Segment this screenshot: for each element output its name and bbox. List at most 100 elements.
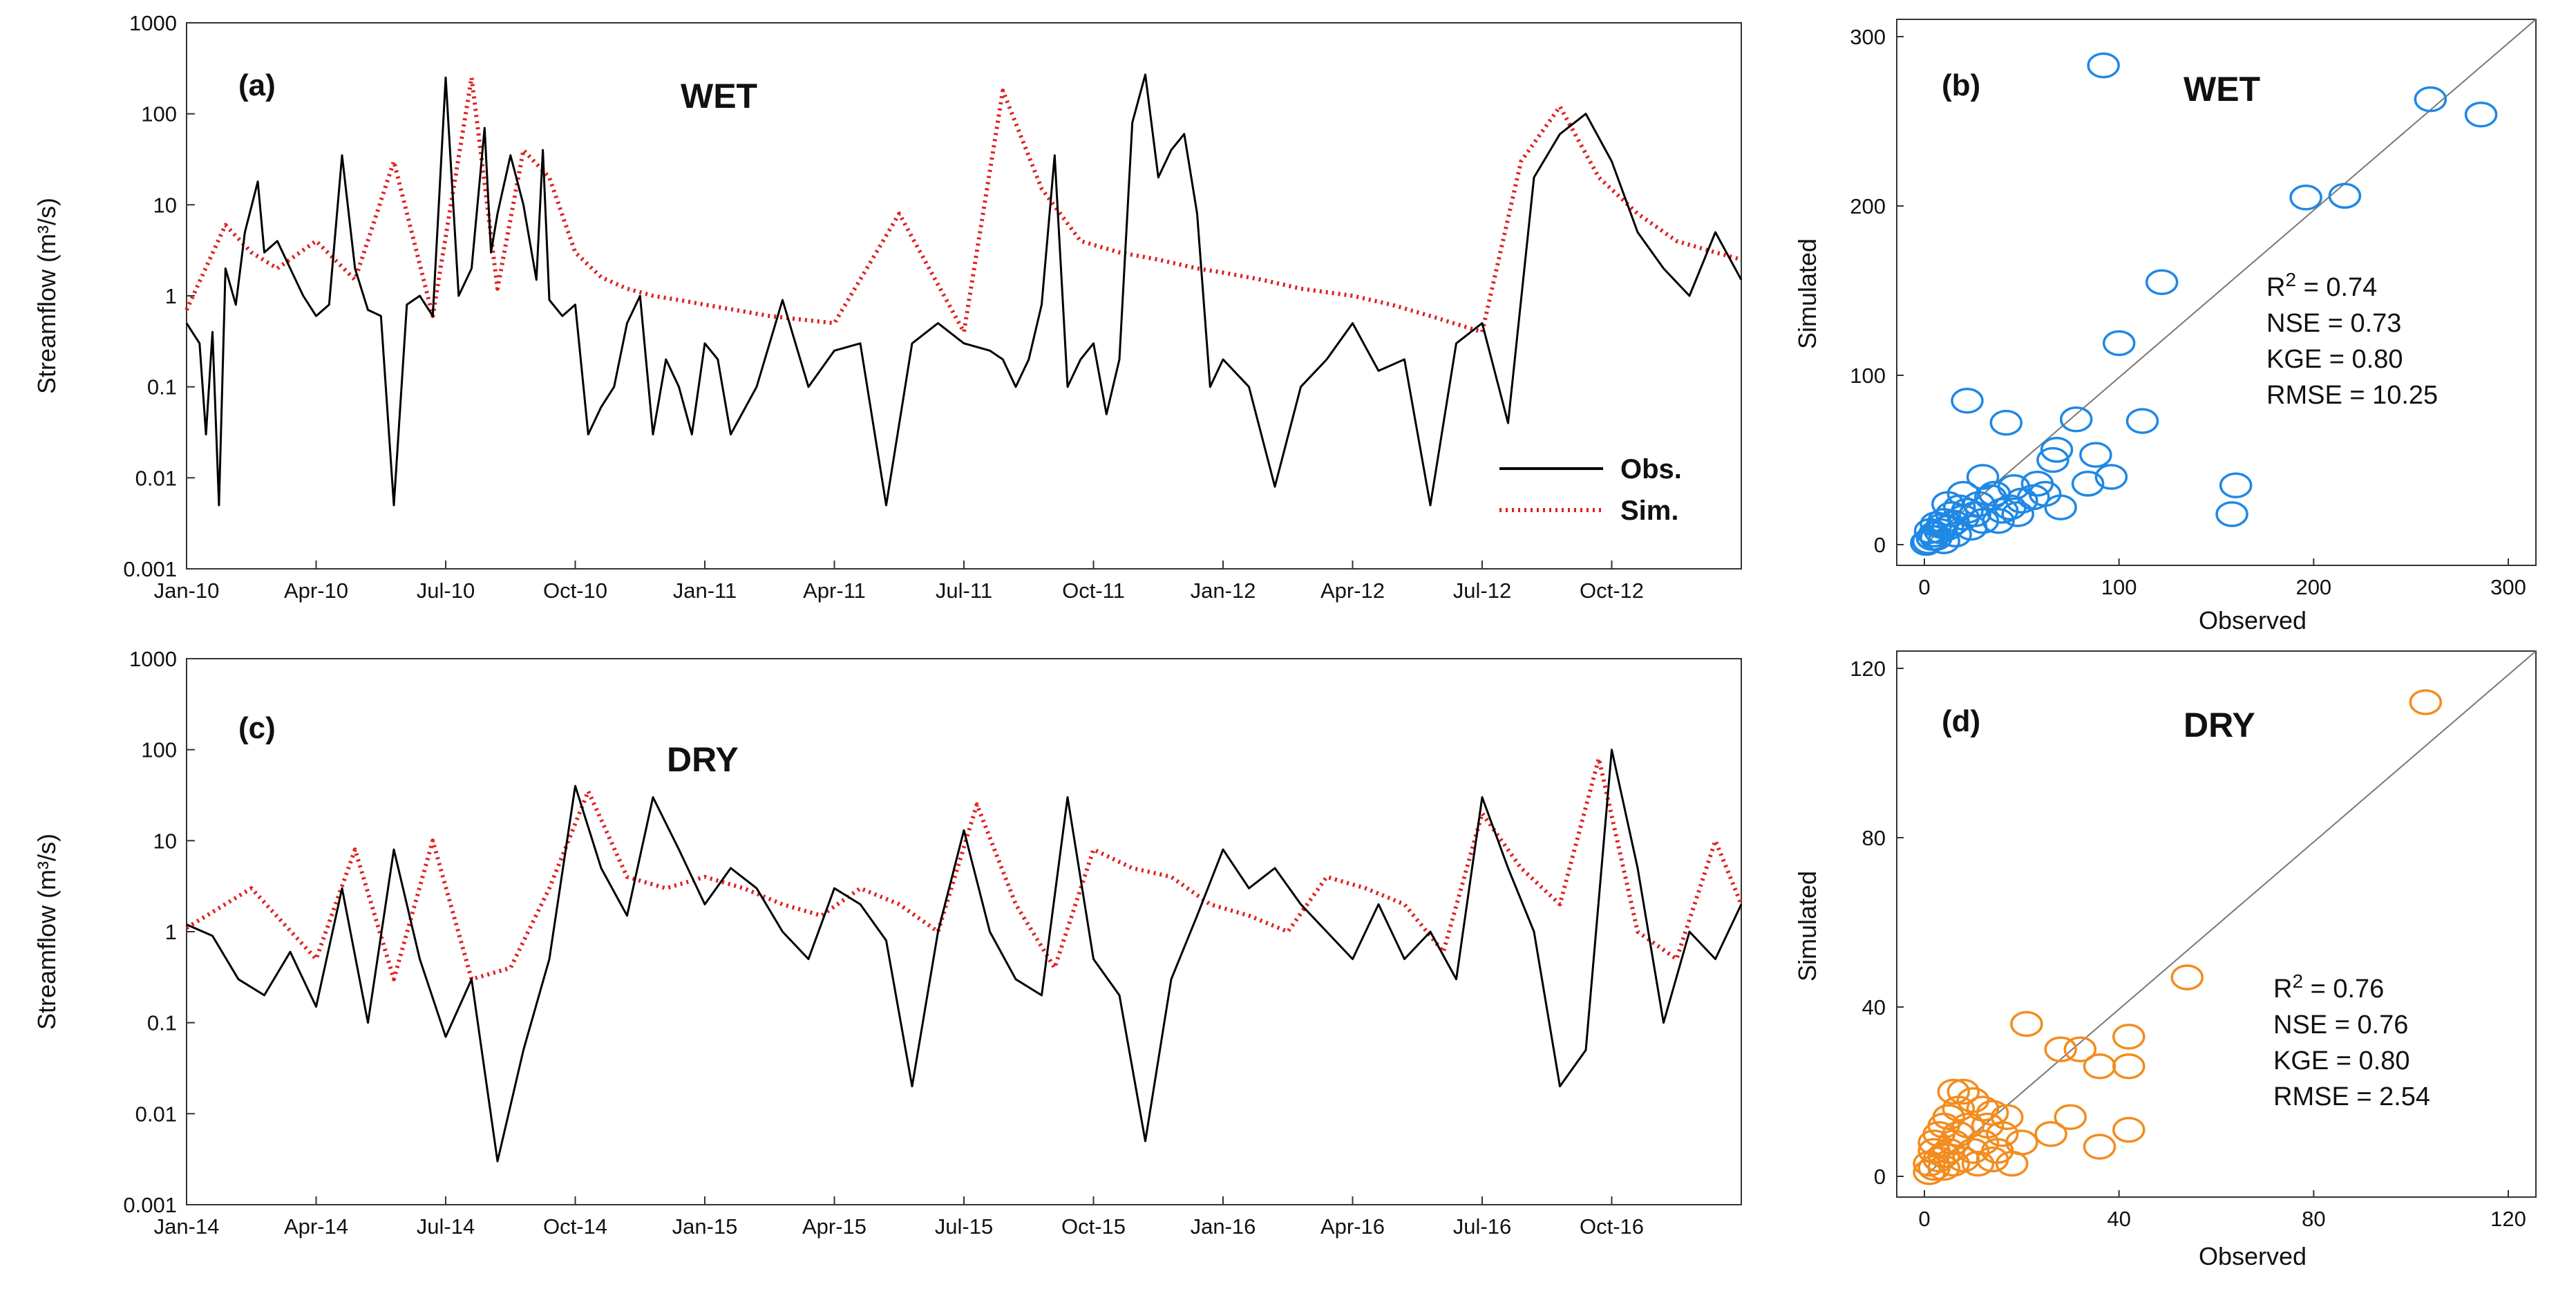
panel-a-obs-series-line — [185, 73, 1743, 507]
panel-d-point — [1927, 1142, 1960, 1169]
panel-b-point — [1927, 528, 1960, 554]
panel-b-x-tick-label: 0 — [1918, 575, 1930, 599]
panel-d-y-label: Simulated — [1793, 871, 1821, 981]
panel-b-point — [2001, 501, 2034, 527]
panel-c-x-ticks: Jan-14 Apr-14 Jul-14 Oct-14 Jan-15 Apr-15 Jul-… — [154, 1196, 1644, 1239]
panel-d-point — [1942, 1095, 1976, 1122]
panel-b-point — [2036, 446, 2070, 473]
panel-a-x-ticks: Jan-10 Apr-10 Jul-10 Oct-10 Jan-11 Apr-11 Jul-… — [154, 561, 1644, 603]
panel-d-y-tick-label: 80 — [1862, 826, 1886, 850]
panel-c-x-tick-label: Jul-15 — [935, 1214, 993, 1239]
panel-c-y-tick-label: 0.01 — [135, 1102, 177, 1126]
panel-c-y-tick-label: 1 — [165, 920, 177, 944]
panel-d-point — [2112, 1116, 2146, 1143]
panel-d-point — [2034, 1121, 2067, 1147]
panel-b-point — [2016, 484, 2050, 511]
panel-c-condition: DRY — [667, 740, 739, 779]
panel-d-x-label: Observed — [2199, 1242, 2307, 1270]
panel-c-y-tick-label: 100 — [141, 738, 177, 762]
panel-c-x-tick-label: Jul-16 — [1453, 1214, 1511, 1239]
panel-b-x-tick-label: 200 — [2295, 575, 2331, 599]
panel-b-ticks: 0 100 200 300 0 100 200 300 — [1850, 25, 2526, 599]
panel-b-x-label: Observed — [2199, 606, 2307, 634]
panel-b-rmse: RMSE = 10.25 — [2266, 381, 2438, 410]
panel-c: 0.001 0.01 0.1 1 10 100 1000 Jan-14 Apr-14 Jul-1… — [32, 647, 1743, 1239]
panel-d-x-tick-label: 40 — [2107, 1207, 2130, 1231]
panel-b-condition: WET — [2184, 70, 2260, 109]
panel-d-point — [1971, 1112, 2005, 1139]
panel-b-one-to-one-line — [1924, 19, 2537, 545]
panel-c-y-tick-label: 10 — [153, 829, 177, 853]
panel-b-point — [1951, 498, 1984, 524]
panel-b-label: (b) — [1942, 68, 1980, 102]
panel-c-x-tick-label: Apr-15 — [802, 1214, 866, 1239]
panel-a-x-tick-label: Jul-10 — [417, 579, 475, 603]
panel-c-frame — [186, 658, 1742, 1205]
panel-d-y-tick-label: 40 — [1862, 995, 1886, 1019]
panel-b-frame — [1896, 19, 2537, 566]
panel-d-x-tick-label: 120 — [2490, 1207, 2526, 1231]
panel-d-point — [2083, 1134, 2116, 1160]
panel-d-y-tick-label: 0 — [1874, 1165, 1886, 1189]
panel-a-x-tick-label: Apr-11 — [803, 579, 866, 603]
panel-a-x-tick-label: Jul-11 — [936, 579, 992, 603]
panel-d-point — [2112, 1053, 2146, 1080]
panel-b-point — [1920, 525, 1953, 551]
panel-d-rmse: RMSE = 2.54 — [2273, 1082, 2430, 1111]
panel-b-y-tick-label: 300 — [1850, 25, 1886, 49]
panel-d-point — [2054, 1104, 2087, 1130]
panel-d-ticks: 0 40 80 120 0 40 80 120 — [1850, 657, 2526, 1231]
panel-c-obs-series-line — [186, 749, 1743, 1163]
panel-a-condition: WET — [681, 77, 757, 115]
panel-a-x-tick-label: Oct-12 — [1580, 579, 1644, 603]
panel-b-y-label: Simulated — [1793, 238, 1821, 349]
panel-c-x-tick-label: Oct-14 — [543, 1214, 607, 1239]
panel-b-point — [1966, 464, 2000, 490]
panel-d-point — [1990, 1104, 2024, 1130]
panel-c-y-tick-label: 0.001 — [123, 1193, 177, 1217]
panel-b-point — [2125, 408, 2159, 434]
panel-c-x-tick-label: Oct-15 — [1061, 1214, 1126, 1239]
panel-b-point — [2289, 185, 2322, 211]
panel-c-label: (c) — [238, 711, 276, 745]
panel-d-point — [1937, 1150, 1970, 1177]
panel-b-point — [2040, 437, 2074, 463]
panel-d-point — [2063, 1036, 2097, 1062]
panel-d-point — [1961, 1150, 1995, 1177]
panel-d-nse: NSE = 0.76 — [2273, 1010, 2408, 1040]
panel-a-y-tick-label: 1 — [165, 284, 177, 308]
panel-d-r2: R2 = 0.76 — [2273, 970, 2384, 1004]
panel-a-series — [184, 73, 1743, 507]
panel-d-x-tick-label: 0 — [1918, 1207, 1930, 1231]
panel-d-point — [1917, 1129, 1951, 1156]
panel-a-x-tick-label: Apr-10 — [284, 579, 348, 603]
panel-c-x-tick-label: Jul-14 — [417, 1214, 475, 1239]
panel-a: 0.001 0.01 0.1 1 10 100 1000 Jan-10 Apr-10 Jul-1… — [32, 11, 1743, 603]
panel-b-point — [1951, 388, 1984, 414]
panel-a-sim-series-line — [184, 75, 1742, 335]
panel-b-y-tick-label: 0 — [1874, 533, 1886, 557]
panel-d-point — [2170, 964, 2204, 990]
panel-d-y-tick-label: 120 — [1850, 657, 1886, 681]
panel-d-one-to-one-line — [1924, 650, 2537, 1177]
panel-b-point — [2328, 182, 2362, 209]
panel-b-points — [1910, 19, 2537, 556]
panel-d-point — [1937, 1078, 1970, 1105]
panel-d-point — [1947, 1078, 1980, 1105]
panel-c-x-tick-label: Jan-16 — [1191, 1214, 1256, 1239]
panel-a-y-tick-label: 0.1 — [147, 375, 177, 399]
panel-c-x-tick-label: Apr-16 — [1320, 1214, 1385, 1239]
panel-a-label: (a) — [238, 68, 276, 102]
panel-c-x-tick-label: Apr-14 — [284, 1214, 348, 1239]
panel-a-y-tick-label: 1000 — [129, 11, 177, 35]
panel-c-x-tick-label: Jan-14 — [154, 1214, 220, 1239]
panel-a-x-tick-label: Jan-10 — [154, 579, 220, 603]
panel-c-y-tick-label: 1000 — [129, 647, 177, 671]
panel-b-x-tick-label: 100 — [2101, 575, 2137, 599]
panel-d-point — [2010, 1010, 2043, 1037]
panel-b-point — [2020, 471, 2054, 497]
panel-d-frame — [1896, 650, 2537, 1198]
panel-c-x-tick-label: Oct-16 — [1580, 1214, 1644, 1239]
